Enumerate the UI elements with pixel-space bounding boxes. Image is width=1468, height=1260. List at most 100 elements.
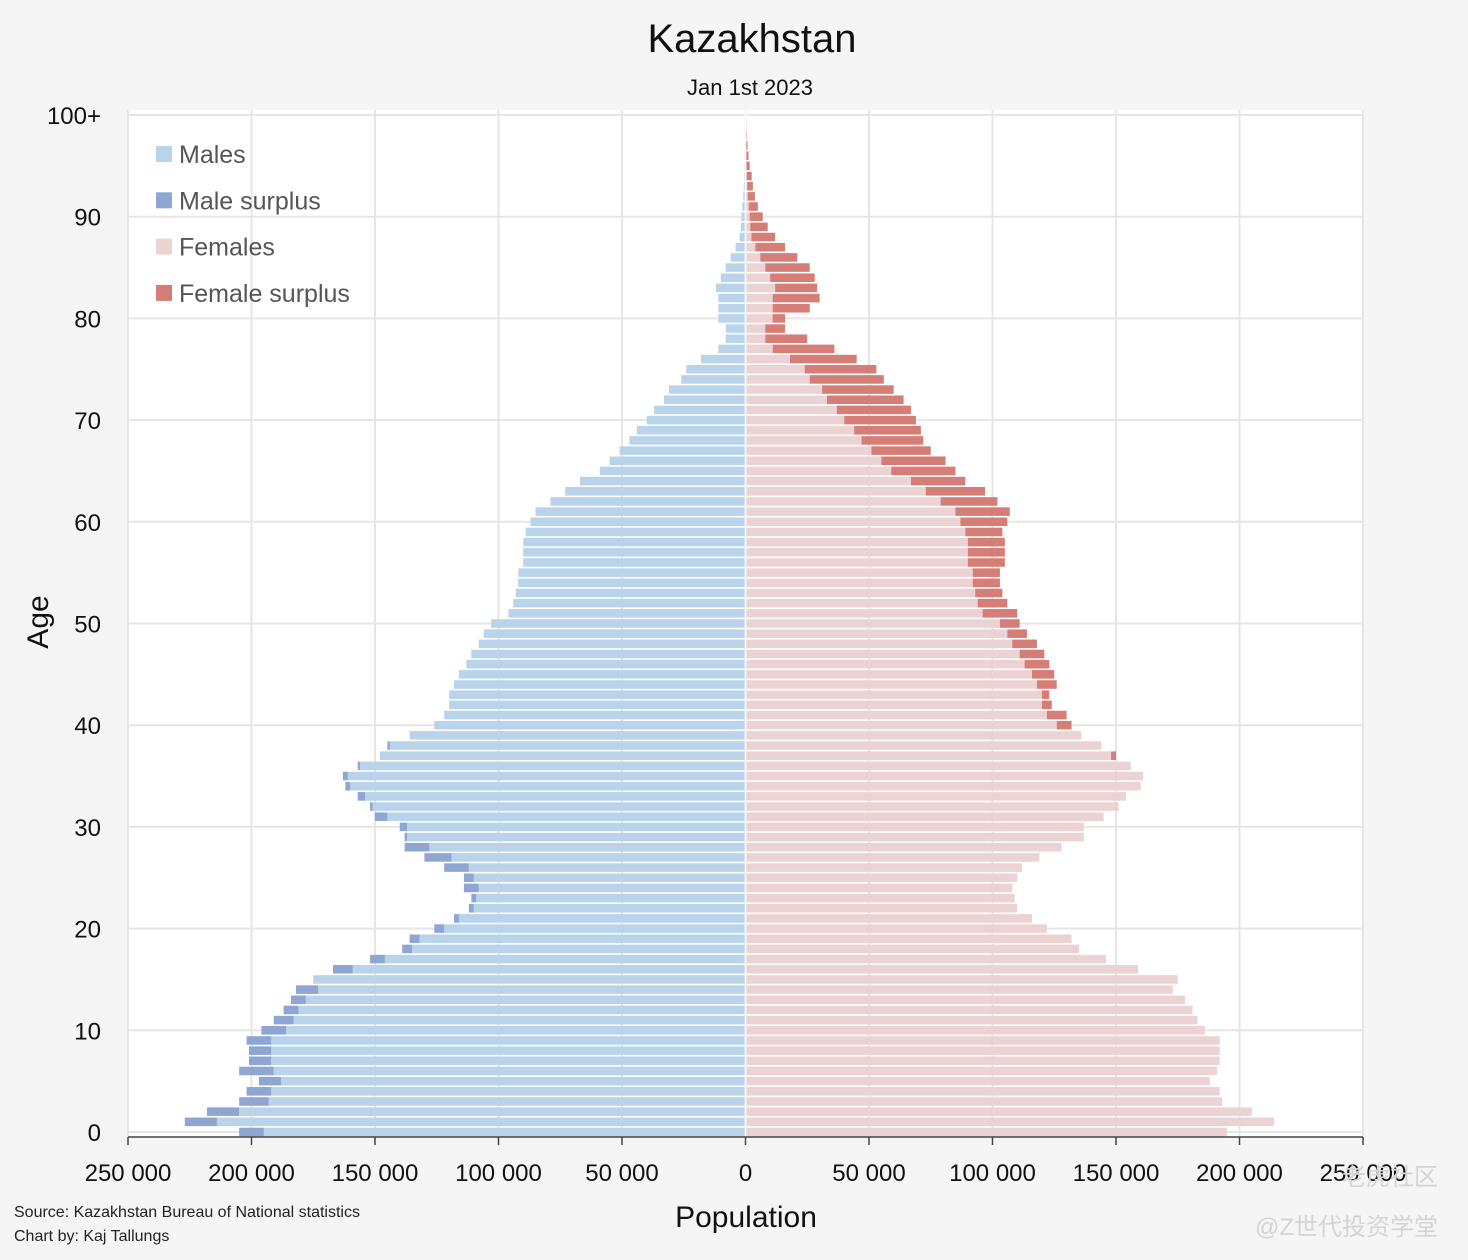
x-tick-label-8: 150 000 xyxy=(1073,1160,1160,1187)
male-surplus-bar-age-33 xyxy=(357,792,366,801)
male-bar-age-31 xyxy=(387,812,746,822)
male-surplus-bar-age-11 xyxy=(273,1015,294,1025)
female-surplus-bar-age-64 xyxy=(910,476,966,486)
female-bar-age-48 xyxy=(745,639,1013,649)
female-surplus-bar-age-83 xyxy=(775,283,818,293)
female-bar-age-55 xyxy=(745,568,973,577)
female-surplus-bar-age-61 xyxy=(955,507,1010,516)
male-bar-age-26 xyxy=(468,863,746,872)
male-surplus-bar-age-1 xyxy=(184,1117,217,1127)
female-bar-age-80 xyxy=(745,314,773,323)
male-bar-age-53 xyxy=(515,588,746,598)
female-bar-age-28 xyxy=(745,842,1062,852)
legend-swatch-2 xyxy=(156,238,172,255)
male-bar-age-19 xyxy=(419,934,746,944)
female-bar-age-30 xyxy=(745,822,1084,832)
female-bar-age-25 xyxy=(745,873,1018,883)
male-bar-age-6 xyxy=(273,1066,746,1076)
female-surplus-bar-age-40 xyxy=(1056,720,1072,730)
female-bar-age-85 xyxy=(745,263,766,272)
female-bar-age-40 xyxy=(745,720,1057,730)
female-bar-age-54 xyxy=(745,578,973,588)
axes: 250 000 200 000 150 000 100 000 50 000 0 50 00… xyxy=(47,103,1406,1187)
y-tick-label-8: 80 xyxy=(74,306,101,333)
male-surplus-bar-age-23 xyxy=(471,893,477,903)
male-surplus-bar-age-5 xyxy=(258,1076,282,1086)
female-surplus-bar-age-91 xyxy=(748,202,758,211)
male-bar-age-32 xyxy=(372,802,746,811)
female-bar-age-31 xyxy=(745,812,1104,822)
female-surplus-bar-age-74 xyxy=(809,375,884,384)
male-bar-age-49 xyxy=(483,629,746,638)
male-bar-age-90 xyxy=(741,212,746,221)
legend: Males Male surplus Females Female surplus xyxy=(156,141,350,308)
male-surplus-bar-age-20 xyxy=(434,924,445,933)
female-bar-age-63 xyxy=(745,487,926,496)
y-tick-label-1: 10 xyxy=(74,1018,101,1045)
male-bar-age-72 xyxy=(663,395,746,405)
female-surplus-bar-age-43 xyxy=(1041,690,1050,699)
y-tick-label-7: 70 xyxy=(74,408,101,435)
female-bar-age-51 xyxy=(745,609,983,618)
female-bar-age-4 xyxy=(745,1087,1220,1096)
male-surplus-bar-age-27 xyxy=(424,853,452,862)
female-surplus-bar-age-48 xyxy=(1012,639,1037,649)
male-surplus-bar-age-22 xyxy=(468,903,474,913)
female-bar-age-87 xyxy=(745,242,756,252)
male-bar-age-63 xyxy=(565,487,746,496)
male-surplus-bar-age-29 xyxy=(404,832,408,842)
male-bar-age-81 xyxy=(718,303,746,313)
female-surplus-bar-age-54 xyxy=(972,578,1000,588)
female-bar-age-3 xyxy=(745,1097,1223,1106)
male-surplus-bar-age-9 xyxy=(246,1036,272,1045)
male-bar-age-15 xyxy=(313,975,746,984)
female-surplus-bar-age-87 xyxy=(755,242,786,252)
female-surplus-bar-age-69 xyxy=(854,425,921,435)
x-tick-label-2: 150 000 xyxy=(332,1160,419,1187)
x-axis-label: Population xyxy=(675,1201,817,1234)
female-bar-age-68 xyxy=(745,436,862,445)
male-surplus-bar-age-7 xyxy=(249,1056,272,1066)
female-bar-age-17 xyxy=(745,954,1107,964)
male-bar-age-58 xyxy=(523,537,746,547)
x-tick-label-1: 200 000 xyxy=(208,1160,295,1187)
male-surplus-bar-age-3 xyxy=(239,1097,269,1106)
female-bar-age-18 xyxy=(745,944,1079,954)
male-bar-age-89 xyxy=(740,222,746,232)
male-bar-age-28 xyxy=(429,842,746,852)
male-bar-age-87 xyxy=(735,242,746,252)
male-bar-age-14 xyxy=(318,985,746,994)
female-surplus-bar-age-56 xyxy=(967,558,1005,567)
female-bar-age-65 xyxy=(745,466,892,476)
male-bar-age-60 xyxy=(530,517,746,527)
male-surplus-bar-age-2 xyxy=(207,1107,240,1116)
male-bar-age-62 xyxy=(550,497,746,506)
male-surplus-bar-age-13 xyxy=(291,995,306,1005)
male-surplus-bar-age-0 xyxy=(239,1127,264,1137)
y-tick-label-5: 50 xyxy=(74,612,101,639)
male-bar-age-51 xyxy=(508,609,746,618)
male-bar-age-68 xyxy=(629,436,746,445)
male-bar-age-44 xyxy=(454,680,746,689)
y-tick-label-10: 100+ xyxy=(47,103,101,130)
female-bar-age-67 xyxy=(745,446,872,455)
female-bar-age-53 xyxy=(745,588,976,598)
male-surplus-bar-age-8 xyxy=(249,1046,272,1055)
female-surplus-bar-age-73 xyxy=(822,385,894,394)
female-surplus-bar-age-72 xyxy=(827,395,904,405)
female-surplus-bar-age-49 xyxy=(1007,629,1028,638)
y-tick-label-6: 60 xyxy=(74,510,101,537)
male-bar-age-74 xyxy=(681,375,746,384)
male-bar-age-59 xyxy=(525,527,746,537)
male-bar-age-57 xyxy=(523,548,746,557)
legend-swatch-1 xyxy=(156,192,172,209)
male-bar-age-12 xyxy=(298,1005,746,1015)
male-bar-age-69 xyxy=(636,425,746,435)
female-surplus-bar-age-95 xyxy=(746,161,750,171)
female-surplus-bar-age-62 xyxy=(940,497,998,506)
female-bar-age-66 xyxy=(745,456,882,466)
female-surplus-bar-age-51 xyxy=(982,609,1018,618)
male-bar-age-61 xyxy=(535,507,746,516)
female-bar-age-10 xyxy=(745,1026,1205,1035)
